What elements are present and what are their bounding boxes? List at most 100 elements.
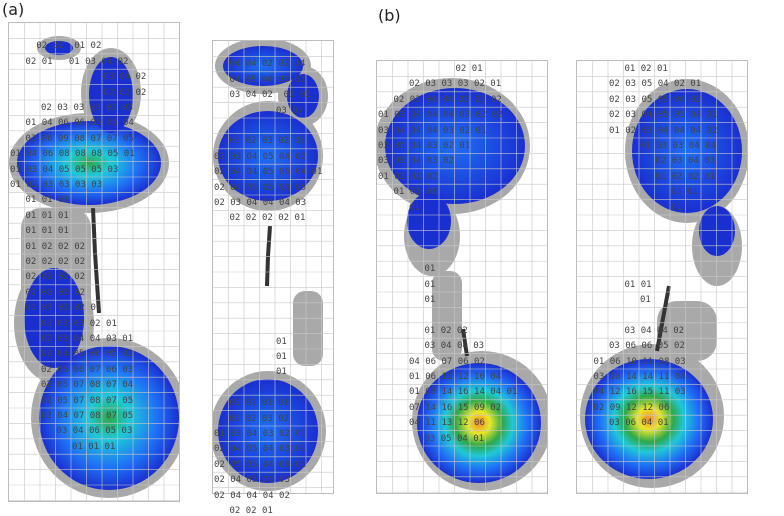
pressure-plate-a-left: 02 01 01 02 02 01 01 03 04 02 03 04 02 02 0…: [8, 22, 180, 502]
center-of-pressure-trace: [265, 225, 272, 287]
cell-value-row: 01 03 04 05 05 05 03: [10, 164, 119, 175]
cell-value-row: 01: [409, 202, 420, 213]
cell-values: 02 01 02 03 03 03 02 01 02 03 04 04 03 02 …: [377, 61, 547, 493]
cell-value-row: 02 04 05 06 05 02: [41, 349, 134, 360]
pressure-plate-b-left: 02 01 02 03 03 03 02 01 02 03 04 04 03 02 …: [376, 60, 548, 494]
cell-value-row: 01: [424, 279, 436, 290]
cell-value-row: 02 02 02 02: [25, 272, 86, 283]
cell-value-row: 01 03 03 04 04: [640, 141, 716, 151]
cell-value-row: 01 02 02: [424, 325, 468, 336]
cell-value-row: 03 05 04 03 02: [378, 156, 454, 167]
grid-lines: [377, 61, 547, 493]
cell-value-row: 01 01: [624, 279, 652, 290]
cell-value-row: 01 02 03 03 03 03: [10, 180, 103, 190]
cell-value-row: 01 06 11 12 10 04: [409, 372, 502, 382]
cell-value-row: 01 01 01 01: [229, 398, 290, 409]
cell-value-row: 04 05 04 03 02: [229, 74, 306, 85]
cell-value-row: 02 01: [455, 64, 483, 74]
cell-value-row: 02 02 01: [229, 506, 273, 516]
cell-value-row: 01 04 06 06 05 06 04: [25, 118, 134, 129]
pressure-blob: [585, 89, 742, 479]
cell-value-row: 01 08 14 16 14 04 01: [409, 387, 518, 398]
cell-value-row: 01: [276, 352, 287, 362]
pressure-plate-b-right: 01 02 01 02 03 05 04 02 01 02 03 05 05 04 …: [576, 60, 748, 494]
cell-value-row: 01: [276, 367, 287, 378]
cell-value-row: 02 01 01 02: [25, 41, 102, 52]
cell-value-row: 01 01 01: [393, 187, 437, 198]
cell-values: 01 02 01 02 03 05 04 02 01 02 03 05 05 04 …: [577, 61, 747, 493]
cell-value-row: 03 06 04 01: [609, 418, 669, 429]
cell-value-row: 03 04 06 05 03: [56, 426, 133, 437]
grid-lines: [9, 23, 179, 501]
cell-value-row: 02 03 03 03 03 03: [41, 103, 134, 113]
cell-value-row: 02 03 05 05 04 02: [609, 94, 702, 105]
cell-value-row: 01: [424, 295, 436, 305]
cell-value-row: 03 04 04 03: [424, 341, 485, 352]
pressure-map-a-left: [9, 23, 179, 501]
cell-value-row: 01 02 03 02 01: [229, 136, 306, 147]
cell-value-row: 02 02 02 02: [25, 257, 86, 267]
cell-value-row: 01 02 01: [624, 64, 668, 74]
cell-value-row: 01 03 04 04 04 03 02 02: [378, 110, 503, 121]
cell-value-row: 01 01: [671, 187, 699, 198]
cell-value-row: 02 03 03 02: [25, 287, 86, 298]
cell-value-row: 03 06 09 08 07 07 05: [25, 133, 134, 144]
cell-value-row: 07 14 16 15 09 02: [409, 402, 502, 413]
cell-value-row: 01 04 06 08 08 08 05 01: [10, 149, 135, 160]
cell-value-row: 01 01 01: [25, 195, 69, 206]
cell-value-row: 02 04 05 05 06 05: [214, 182, 307, 193]
cell-value-row: 02 03 05 04 02 01: [609, 79, 702, 90]
panel-label-a: (a): [2, 0, 25, 19]
cell-value-row: 02 04 07 08 07 05: [41, 411, 134, 421]
cell-value-row: 02 05 06 07 06 03: [41, 364, 134, 375]
cell-value-row: 02 03 04 03: [655, 156, 716, 167]
cell-value-row: 01 02 02 02: [378, 171, 438, 182]
pressure-plate-a-right: 04 04 02 02 04 04 05 04 03 02 03 04 02 03 …: [212, 40, 334, 516]
cell-value-row: 01: [424, 264, 436, 275]
pressure-blob: [385, 88, 541, 483]
cell-value-row: 01 03 04 03 02 01: [214, 429, 307, 439]
cell-value-row: 01 01 01: [25, 210, 69, 221]
cell-value-row: 01 02 03 02: [229, 413, 290, 424]
cell-value-row: 02 02 02: [103, 87, 147, 98]
cell-value-row: 03 04 04 04 03 02 01: [378, 125, 487, 136]
cell-values: 04 04 02 02 04 04 05 04 03 02 03 04 02 03 …: [213, 41, 333, 516]
cell-value-row: 02 02 02 02 01: [229, 213, 306, 224]
cell-value-row: 02 03 04 04 04 03: [214, 198, 307, 208]
cell-value-row: 02 04 04 04 02: [214, 490, 290, 501]
pressure-map-b-right: [577, 61, 747, 493]
cell-value-row: 03 06 06 05 02: [609, 341, 685, 352]
cell-value-row: 01 01 01: [72, 441, 116, 452]
cell-value-row: 03 05 04 01: [424, 433, 485, 444]
center-of-pressure-trace: [91, 207, 101, 314]
cell-value-row: 01 02 03 04 04 04 02: [609, 125, 718, 136]
center-of-pressure-trace: [655, 285, 671, 352]
cell-value-row: 04 12 16 15 11 03: [593, 387, 686, 398]
cell-value-row: 01 01 01: [25, 226, 69, 237]
cell-value-row: 02 03 03 03 02 01: [409, 79, 502, 90]
cell-value-row: 02 03 04 04 03 02 02: [393, 94, 502, 105]
cell-value-row: 01 06 10 11 08 03: [593, 356, 686, 367]
cell-value-row: 02 04 05 04 03: [214, 475, 290, 486]
panel-label-b: (b): [378, 6, 401, 25]
cell-value-row: 01 03 03 02 01: [25, 303, 102, 314]
cell-value-row: 02 03 03 02 01: [41, 318, 117, 329]
cell-value-row: 01: [671, 202, 682, 213]
cell-value-row: 03 04 02 03 02: [229, 90, 311, 101]
cell-value-row: 04 06 07 06 02: [409, 356, 485, 367]
cell-value-row: 03 07: [276, 105, 304, 116]
cell-values: 02 01 01 02 02 01 01 03 04 02 03 04 02 02 0…: [9, 23, 179, 501]
cell-value-row: 02 04 05 04 03 01: [214, 444, 307, 455]
grid-lines: [577, 61, 747, 493]
cell-value-row: 01: [276, 336, 287, 347]
cell-value-row: 02 03 04 05 05 04 01: [609, 110, 718, 121]
grid-lines: [213, 41, 333, 493]
cell-value-row: 01 02 02 02: [25, 241, 86, 252]
pressure-map-a-right: [213, 41, 333, 493]
cell-value-row: 02 05 07 08 07 05: [41, 395, 134, 406]
cell-value-row: 03 04 02: [103, 72, 147, 83]
cell-value-row: 02 01 01 03 04 02: [25, 56, 129, 67]
cell-value-row: 02 05 07 08 07 04: [41, 380, 134, 391]
cell-value-row: 02 03 04 05 04 02: [214, 151, 307, 162]
pressure-map-b-left: [377, 61, 547, 493]
